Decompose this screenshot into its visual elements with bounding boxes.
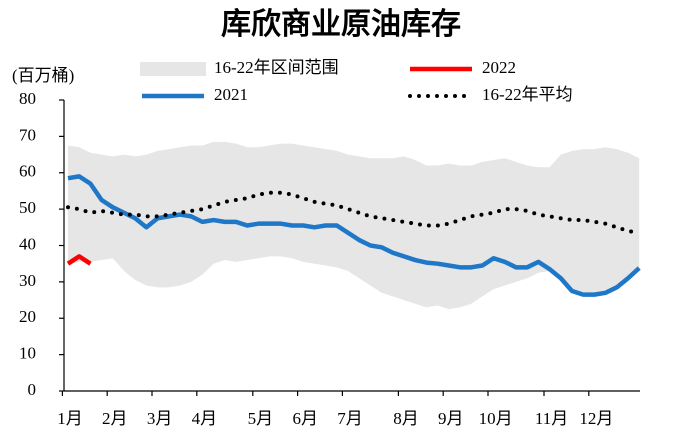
y-axis-label: (百万桶) — [12, 66, 74, 85]
y-tick-label: 30 — [19, 271, 36, 290]
series-line — [66, 254, 92, 266]
x-tick-label: 3月 — [147, 409, 173, 428]
range-band — [68, 141, 640, 310]
x-tick-label: 12月 — [579, 409, 613, 428]
x-tick-label: 11月 — [535, 409, 568, 428]
y-tick-label: 80 — [19, 89, 36, 108]
y-tick-label: 20 — [19, 307, 36, 326]
x-tick-label: 4月 — [192, 409, 218, 428]
y-tick-label: 50 — [19, 198, 36, 217]
x-tick-label: 5月 — [248, 409, 274, 428]
legend-label: 16-22年平均 — [482, 85, 573, 104]
y-tick-label: 40 — [19, 234, 36, 253]
legend-label: 2021 — [214, 85, 248, 104]
y-tick-label: 60 — [19, 162, 36, 181]
x-tick-label: 8月 — [393, 409, 419, 428]
y-tick-label: 70 — [19, 125, 36, 144]
x-tick-label: 6月 — [292, 409, 318, 428]
legend-label: 2022 — [482, 58, 516, 77]
x-tick-label: 2月 — [102, 409, 128, 428]
x-tick-label: 10月 — [479, 409, 513, 428]
x-tick-label: 9月 — [438, 409, 464, 428]
legend-label: 16-22年区间范围 — [214, 58, 339, 77]
chart-title: 库欣商业原油库存 — [221, 8, 461, 41]
y-tick-label: 0 — [28, 380, 37, 399]
y-tick-label: 10 — [19, 344, 36, 363]
x-tick-label: 7月 — [337, 409, 363, 428]
series-line — [67, 174, 641, 297]
series-line — [66, 190, 642, 235]
x-tick-label: 1月 — [57, 409, 83, 428]
legend-swatch — [140, 62, 206, 76]
